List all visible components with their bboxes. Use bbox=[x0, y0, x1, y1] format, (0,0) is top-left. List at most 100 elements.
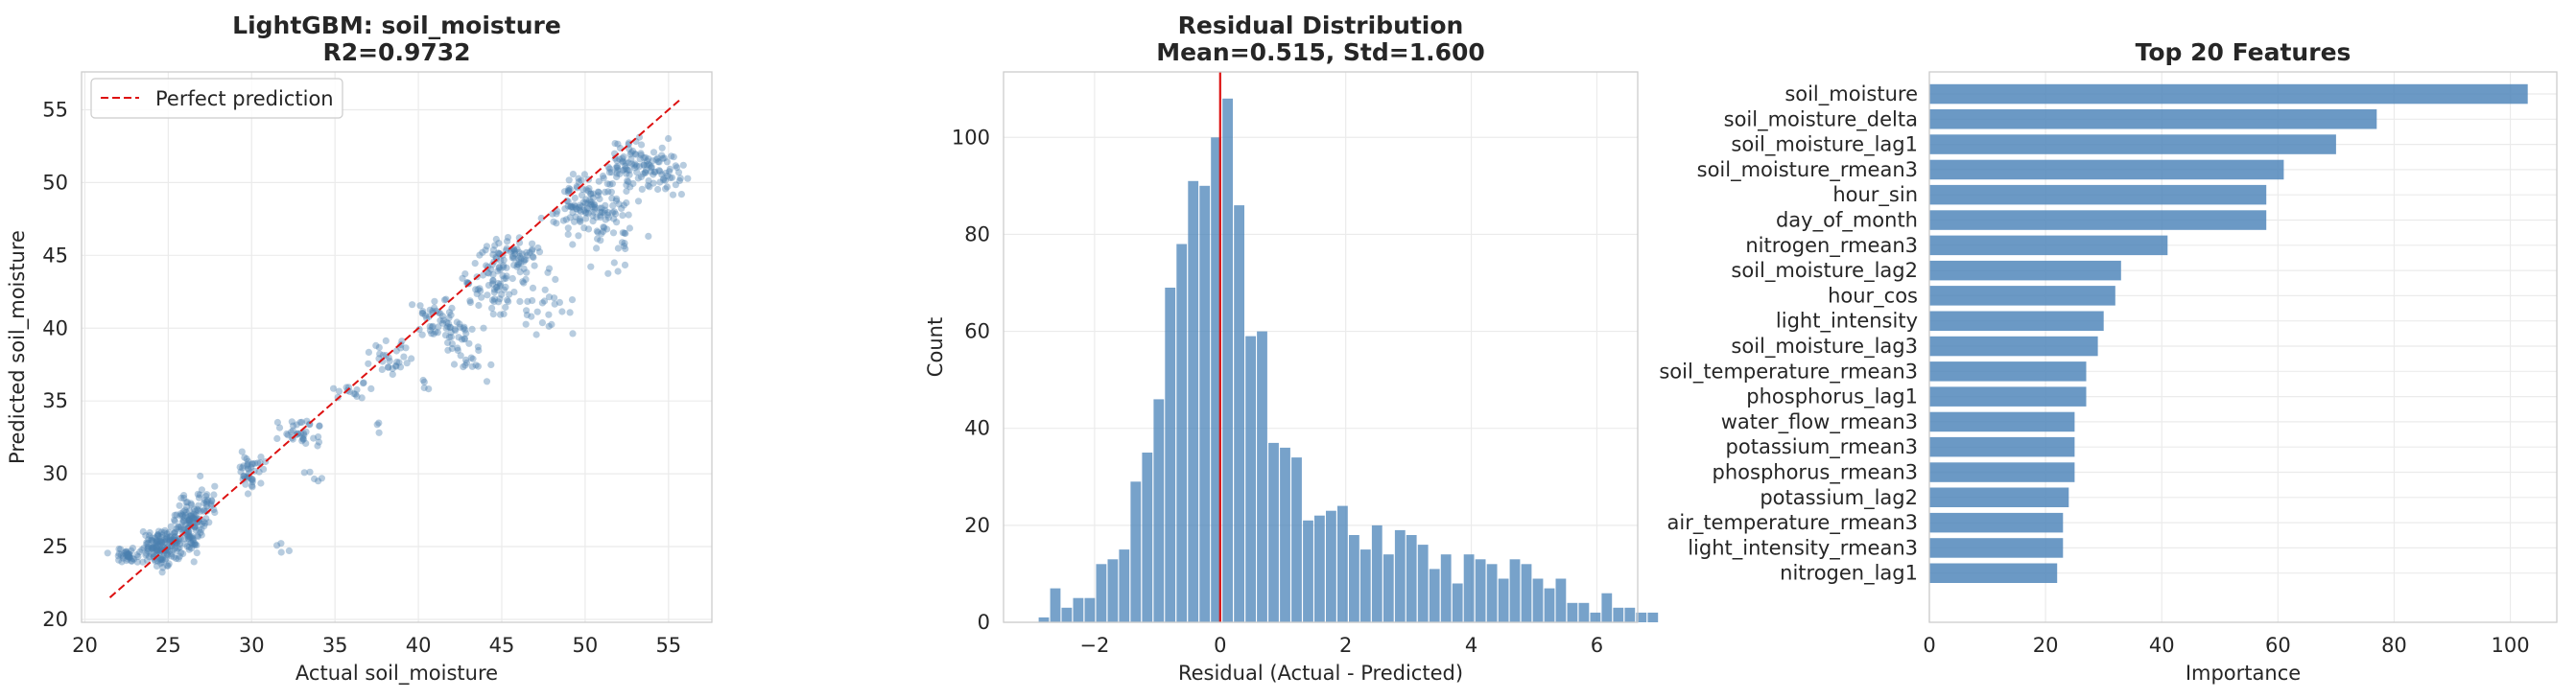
importance-bar bbox=[1929, 235, 2168, 256]
scatter-point bbox=[500, 310, 508, 318]
scatter-point bbox=[502, 303, 509, 312]
scatter-point bbox=[142, 531, 150, 540]
scatter-point bbox=[604, 209, 612, 217]
scatter-point bbox=[520, 258, 528, 266]
importance-bar bbox=[1929, 361, 2087, 382]
scatter-point bbox=[500, 264, 508, 271]
scatter-point bbox=[675, 176, 684, 185]
histogram-bar bbox=[1165, 288, 1176, 622]
scatter-point bbox=[429, 307, 437, 315]
scatter-point bbox=[461, 361, 469, 369]
scatter-point bbox=[160, 529, 169, 537]
scatter-point bbox=[185, 546, 193, 553]
scatter-point bbox=[192, 511, 200, 519]
scatter-point bbox=[184, 527, 192, 536]
scatter-point bbox=[488, 296, 496, 304]
scatter-point bbox=[203, 502, 211, 510]
scatter-point bbox=[125, 550, 132, 558]
scatter-point bbox=[150, 544, 157, 551]
scatter-point bbox=[124, 552, 131, 560]
scatter-point bbox=[126, 553, 133, 561]
scatter-point bbox=[188, 501, 196, 509]
scatter-point bbox=[600, 175, 607, 182]
scatter-point bbox=[508, 254, 516, 262]
scatter-point bbox=[492, 284, 500, 291]
scatter-point bbox=[663, 183, 672, 191]
scatter-point bbox=[144, 548, 152, 555]
scatter-point bbox=[494, 279, 503, 288]
scatter-point bbox=[484, 281, 492, 290]
scatter-point bbox=[618, 204, 626, 212]
scatter-point bbox=[353, 392, 361, 400]
scatter-point bbox=[197, 472, 204, 480]
scatter-point bbox=[654, 158, 662, 166]
scatter-point bbox=[179, 549, 187, 558]
scatter-point bbox=[596, 195, 603, 203]
scatter-point bbox=[569, 209, 577, 217]
scatter-point bbox=[649, 157, 656, 165]
scatter-point bbox=[207, 500, 215, 507]
scatter-point bbox=[155, 540, 163, 548]
scatter-point bbox=[564, 189, 573, 197]
scatter-point bbox=[299, 435, 307, 443]
scatter-point bbox=[173, 524, 180, 533]
scatter-point bbox=[608, 180, 617, 188]
scatter-point bbox=[509, 252, 517, 260]
scatter-point bbox=[646, 183, 653, 191]
scatter-point bbox=[200, 518, 207, 525]
scatter-point bbox=[631, 160, 639, 168]
scatter-point bbox=[245, 466, 252, 474]
scatter-point bbox=[154, 547, 161, 555]
scatter-point bbox=[154, 547, 161, 554]
scatter-point bbox=[145, 536, 153, 544]
histogram-bar bbox=[1647, 612, 1659, 622]
scatter-point bbox=[189, 534, 197, 542]
scatter-point bbox=[606, 165, 614, 173]
scatter-point bbox=[593, 227, 601, 235]
importance-bar bbox=[1929, 538, 2064, 558]
scatter-point bbox=[660, 154, 669, 162]
scatter-point bbox=[187, 539, 195, 547]
scatter-point bbox=[488, 280, 496, 288]
scatter-point bbox=[350, 390, 358, 398]
scatter-point bbox=[589, 218, 597, 225]
scatter-point bbox=[260, 465, 268, 473]
scatter-point bbox=[237, 468, 245, 476]
scatter-point bbox=[167, 533, 175, 541]
scatter-point bbox=[163, 530, 171, 538]
scatter-point bbox=[197, 507, 204, 515]
scatter-point bbox=[257, 479, 265, 487]
scatter-point bbox=[175, 523, 182, 531]
scatter-point bbox=[143, 541, 151, 548]
scatter-point bbox=[623, 187, 630, 196]
scatter-point bbox=[520, 256, 529, 264]
x-tick-label: 30 bbox=[239, 634, 265, 657]
scatter-point bbox=[553, 210, 560, 218]
scatter-point bbox=[575, 178, 583, 186]
scatter-point bbox=[565, 176, 573, 184]
scatter-point bbox=[604, 163, 612, 171]
scatter-point bbox=[584, 199, 592, 207]
scatter-point bbox=[626, 183, 634, 191]
scatter-panel: 20 25 30 35 40 45 50 55 20 25 30 35 40 45 50 55 LightGBM… bbox=[6, 12, 713, 686]
scatter-point bbox=[154, 542, 161, 549]
scatter-point bbox=[153, 562, 161, 571]
scatter-point bbox=[647, 168, 655, 175]
scatter-point bbox=[667, 174, 674, 182]
scatter-point bbox=[517, 255, 525, 263]
histogram-bar bbox=[1280, 447, 1290, 622]
scatter-point bbox=[150, 543, 157, 550]
scatter-point bbox=[445, 309, 454, 316]
scatter-point bbox=[434, 329, 441, 337]
scatter-point bbox=[462, 359, 471, 366]
scatter-point bbox=[153, 547, 160, 554]
scatter-point bbox=[492, 253, 500, 261]
scatter-point bbox=[335, 387, 343, 395]
scatter-point bbox=[177, 524, 184, 531]
scatter-point bbox=[583, 204, 591, 212]
scatter-point bbox=[163, 550, 171, 558]
scatter-point bbox=[569, 330, 577, 338]
scatter-point bbox=[458, 336, 466, 343]
scatter-point bbox=[351, 390, 360, 398]
scatter-point bbox=[439, 319, 447, 327]
